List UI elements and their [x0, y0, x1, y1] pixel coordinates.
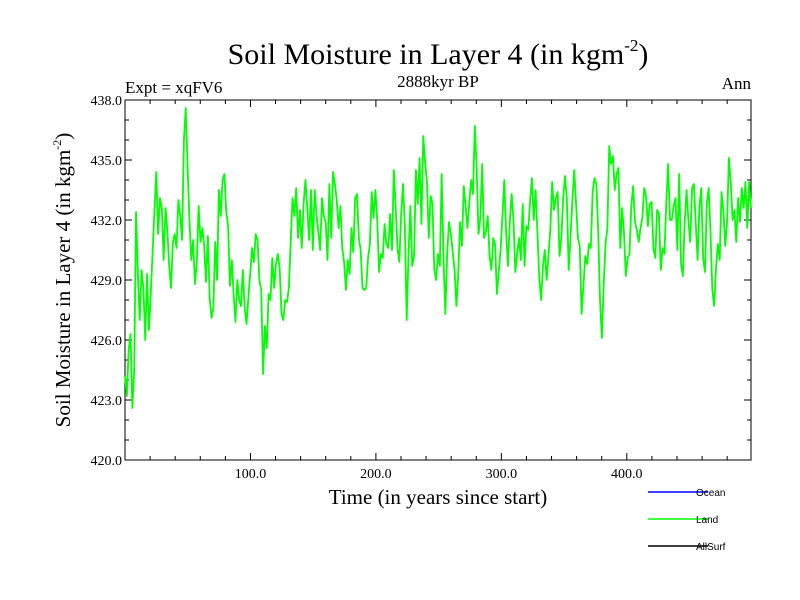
legend: Ocean Land AllSurf: [648, 488, 726, 553]
legend-label-land: Land: [696, 515, 718, 526]
subtitle-center: 2888kyr BP: [397, 72, 479, 91]
subtitle-left: Expt = xqFV6: [125, 78, 222, 97]
x-tick-label: 100.0: [235, 467, 267, 482]
legend-label-ocean: Ocean: [696, 488, 725, 499]
legend-label-allsurf: AllSurf: [696, 542, 726, 553]
x-tick-label: 200.0: [360, 467, 392, 482]
x-tick-label: 300.0: [486, 467, 518, 482]
x-tick-label: 400.0: [611, 467, 643, 482]
y-tick-label: 426.0: [91, 334, 123, 349]
y-tick-label: 420.0: [91, 454, 123, 469]
series-layer: [124, 107, 752, 409]
axis-ticks: 420.0 423.0 426.0 429.0 432.0 435.0 438.0 100.0…: [91, 94, 751, 482]
plot-area: 420.0 423.0 426.0 429.0 432.0 435.0 438.0 100.0…: [91, 94, 752, 482]
x-axis-label: Time (in years since start): [329, 485, 548, 509]
subtitle-right: Ann: [722, 74, 752, 93]
y-tick-label: 423.0: [91, 394, 123, 409]
y-axis-label: Soil Moisture in Layer 4 (in kgm-2): [50, 133, 75, 428]
y-tick-label: 435.0: [91, 154, 123, 169]
y-tick-label: 432.0: [91, 214, 123, 229]
y-tick-label: 429.0: [91, 274, 123, 289]
series-line-land: [124, 107, 752, 409]
y-tick-label: 438.0: [91, 94, 123, 109]
plot-frame: [124, 99, 752, 461]
chart-title: Soil Moisture in Layer 4 (in kgm-2): [228, 36, 649, 71]
